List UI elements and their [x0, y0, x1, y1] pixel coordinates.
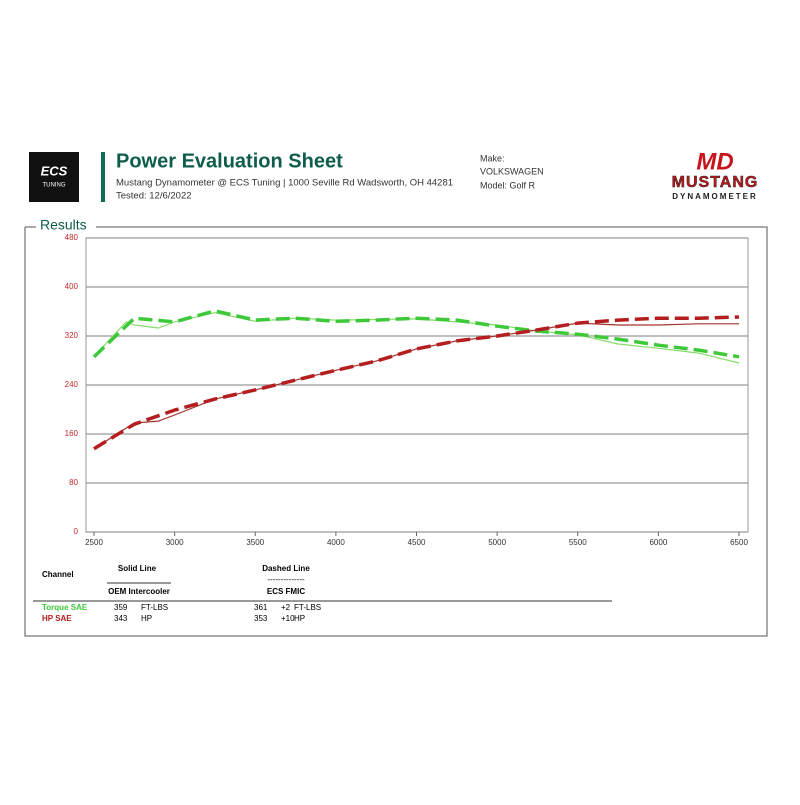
table-cell: FT-LBS: [294, 603, 321, 612]
table-cell: HP: [294, 614, 305, 623]
logo-text: ECS: [41, 163, 68, 178]
channel-name: Torque SAE: [42, 603, 88, 612]
table-header: Channel: [42, 570, 74, 579]
logo-text: TUNING: [43, 183, 66, 189]
md-logo: MD: [696, 148, 733, 175]
y-tick-label: 240: [65, 380, 79, 389]
table-cell: +2: [281, 603, 291, 612]
accent-bar: [101, 152, 105, 202]
table-header: ECS FMIC: [267, 587, 305, 596]
y-tick-label: 80: [69, 478, 78, 487]
mustang-logo: MUSTANG: [672, 174, 759, 191]
table-cell: 359: [114, 603, 128, 612]
table-header: Dashed Line: [262, 564, 310, 573]
table-header: Solid Line: [118, 564, 157, 573]
x-tick-label: 2500: [85, 538, 103, 547]
x-tick-label: 5500: [569, 538, 587, 547]
y-tick-label: 400: [65, 282, 79, 291]
table-cell: HP: [141, 614, 152, 623]
x-tick-label: 6500: [730, 538, 748, 547]
x-tick-label: 3000: [166, 538, 184, 547]
tested: Tested: 12/6/2022: [116, 191, 192, 202]
title: Power Evaluation Sheet: [116, 150, 343, 172]
x-tick-label: 5000: [488, 538, 506, 547]
frame: [24, 226, 768, 637]
y-tick-label: 160: [65, 429, 79, 438]
x-tick-label: 4500: [408, 538, 426, 547]
y-tick-label: 320: [65, 331, 79, 340]
y-tick-label: 0: [74, 527, 79, 536]
ecs-logo: [29, 152, 79, 202]
channel-name: HP SAE: [42, 614, 72, 623]
series-line: [93, 322, 739, 450]
table-header: --------------: [267, 575, 305, 584]
x-tick-label: 3500: [246, 538, 264, 547]
table-cell: FT-LBS: [141, 603, 168, 612]
table-cell: 361: [254, 603, 268, 612]
table-cell: 343: [114, 614, 128, 623]
series-line: [92, 309, 740, 359]
dyno-logo: DYNAMOMETER: [672, 192, 758, 201]
section-title: Results: [40, 217, 87, 233]
make-label: Make:: [480, 153, 505, 163]
subtitle: Mustang Dynamometer @ ECS Tuning | 1000 …: [116, 178, 453, 189]
model: Model: Golf R: [480, 180, 536, 190]
table-cell: +10: [281, 614, 295, 623]
table-cell: 353: [254, 614, 268, 623]
series-line: [93, 312, 740, 364]
y-tick-label: 480: [65, 233, 79, 242]
x-tick-label: 4000: [327, 538, 345, 547]
x-tick-label: 6000: [649, 538, 667, 547]
make: VOLKSWAGEN: [480, 166, 544, 176]
table-header: OEM Intercooler: [108, 587, 170, 596]
